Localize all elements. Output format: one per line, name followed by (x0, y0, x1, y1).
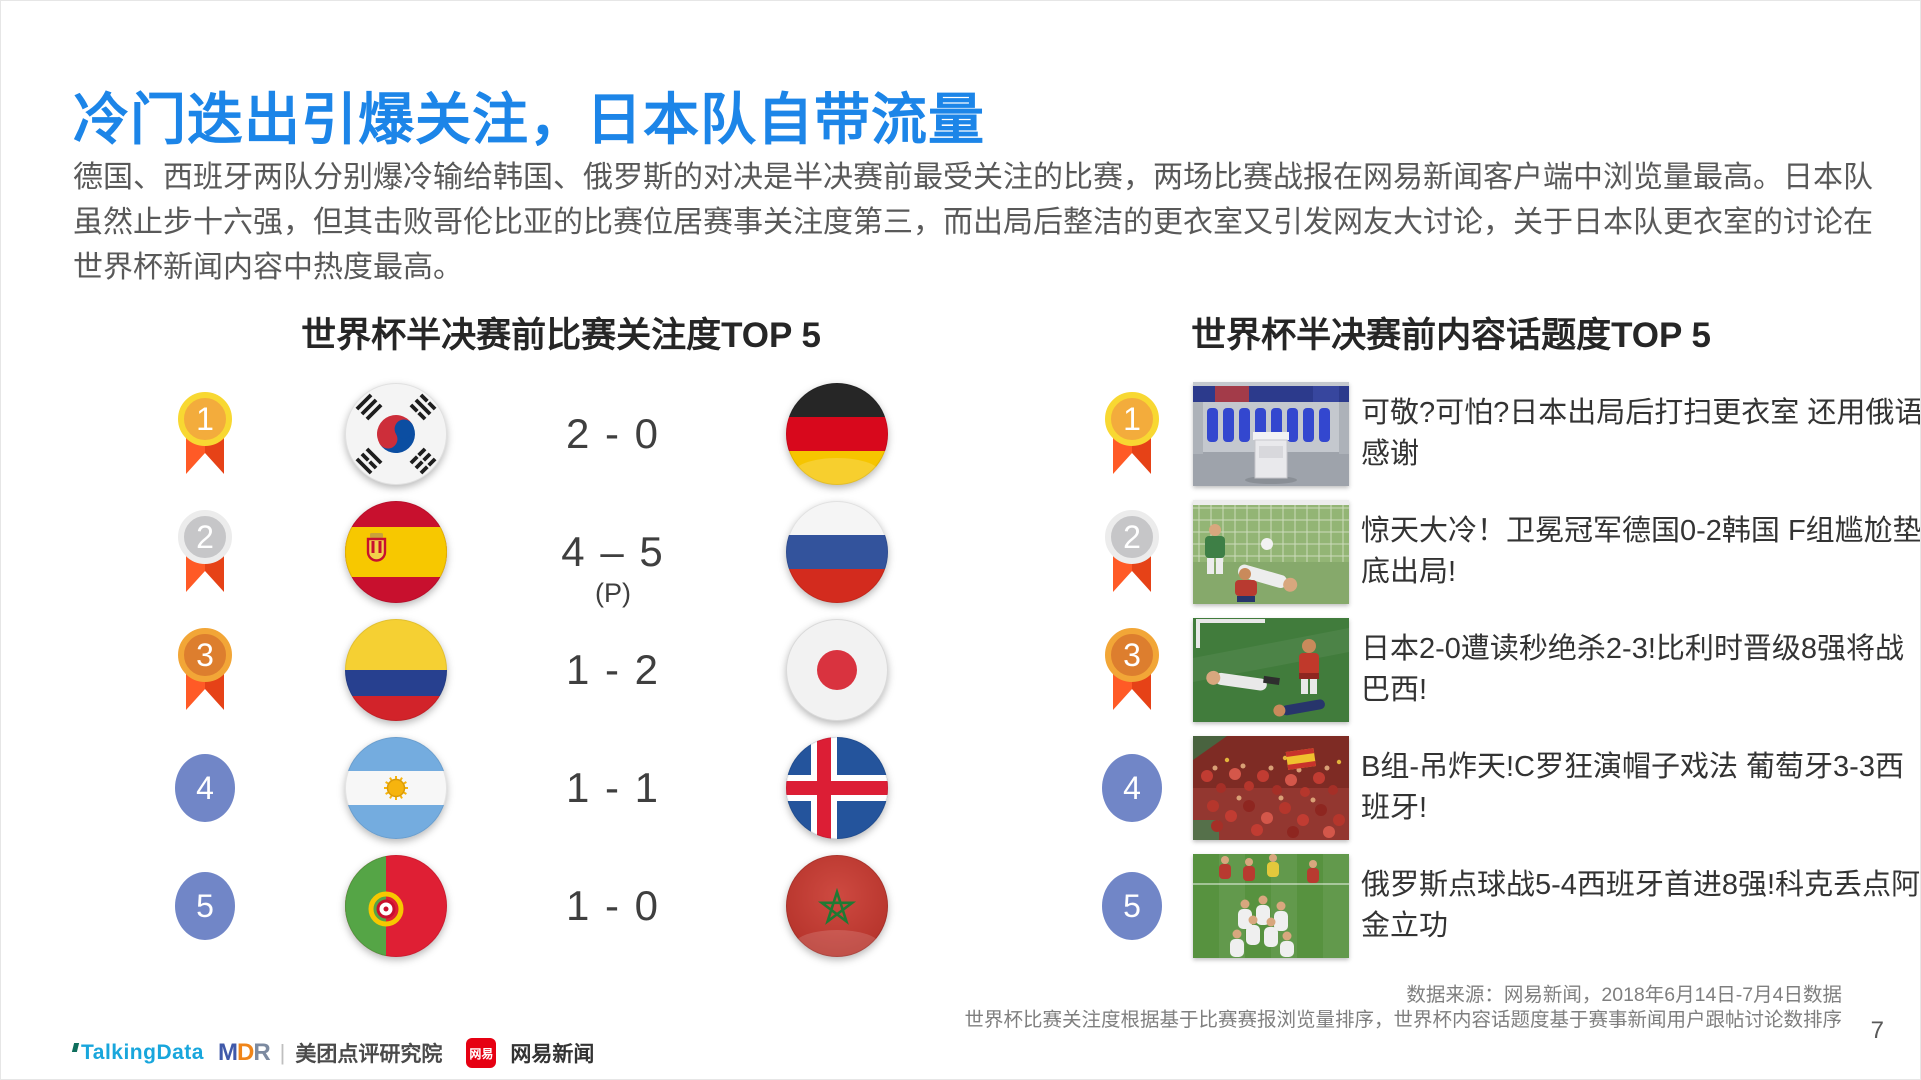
goal-upset-photo (1193, 500, 1349, 604)
news-headline: 惊天大冷！卫冕冠军德国0-2韩国 F组尴尬垫底出局! (1361, 515, 1921, 588)
score-text: 4 – 5 (561, 528, 665, 575)
celebration-photo (1193, 854, 1349, 958)
match-row-5: 5 1 - 0 (141, 847, 961, 965)
rank-number: 3 (178, 628, 232, 682)
topic-row-3: 3 日本2-0遭读秒绝杀2-3!比利时晋级8强将战巴西! (1061, 611, 1920, 729)
portugal-flag-icon (344, 854, 448, 958)
score-text: 2 - 0 (565, 410, 661, 457)
topic-row-4: 4 B组-吊炸天!C罗狂演帽子戏法 葡萄牙3-3西班牙! (1061, 729, 1920, 847)
rank-number: 5 (1102, 872, 1162, 940)
match-score: 1 - 2 (566, 646, 660, 694)
data-source-note: 数据来源：网易新闻，2018年6月14日-7月4日数据 世界杯比赛关注度根据基于… (964, 983, 1842, 1033)
rank-number: 4 (175, 754, 235, 822)
locker-room-photo (1193, 382, 1349, 486)
mdr-logo: M D R (217, 1039, 271, 1066)
rank-badge-silver: 2 (171, 508, 239, 596)
rank-badge-silver: 2 (1098, 508, 1166, 596)
red-crowd-photo (1193, 736, 1349, 840)
rank-number: 1 (178, 392, 232, 446)
rank-badge-blue: 4 (175, 754, 235, 822)
rank-badge-blue: 4 (1102, 754, 1162, 822)
morocco-flag-icon (785, 854, 889, 958)
rank-badge-blue: 5 (175, 872, 235, 940)
germany-flag-icon (785, 382, 889, 486)
source-line-1: 数据来源：网易新闻，2018年6月14日-7月4日数据 (1406, 984, 1842, 1006)
last-second-goal-photo (1193, 618, 1349, 722)
match-row-1: 1 2 - 0 (141, 375, 961, 493)
match-score: 1 - 1 (566, 764, 660, 812)
talkingdata-tick-icon (71, 1043, 80, 1052)
page-title: 冷门迭出引爆关注，日本队自带流量 (73, 88, 985, 151)
score-note: (P) (594, 578, 631, 608)
rank-number: 3 (1105, 628, 1159, 682)
score-text: 1 - 2 (565, 646, 661, 693)
iceland-flag-icon (785, 736, 889, 840)
rank-badge-bronze: 3 (1098, 626, 1166, 714)
rank-badge-gold: 1 (1098, 390, 1166, 478)
netease-news-logo: 网易新闻 (510, 1043, 595, 1066)
logo-separator: | (279, 1040, 286, 1065)
topic-row-1: 1 可敬?可怕?日本出局后打扫更衣室 还用俄语感谢 (1061, 375, 1921, 493)
score-text: 1 - 0 (565, 882, 661, 929)
intro-paragraph: 德国、西班牙两队分别爆冷输给韩国、俄罗斯的对决是半决赛前最受关注的比赛，两场比赛… (73, 161, 1873, 284)
match-row-4: 4 1 - 1 (141, 729, 961, 847)
match-score: 2 - 0 (566, 410, 660, 458)
rank-number: 5 (175, 872, 235, 940)
news-headline: B组-吊炸天!C罗狂演帽子戏法 葡萄牙3-3西班牙! (1361, 751, 1904, 824)
news-headline: 日本2-0遭读秒绝杀2-3!比利时晋级8强将战巴西! (1361, 633, 1905, 706)
topic-row-5: 5 俄罗斯点球战5-4西班牙首进8强!科克丢点阿金立功 (1061, 847, 1921, 965)
source-line-2: 世界杯比赛关注度根据基于比赛赛报浏览量排序，世界杯内容话题度基于赛事新闻用户跟帖… (964, 1009, 1842, 1031)
rank-number: 4 (1102, 754, 1162, 822)
score-text: 1 - 1 (565, 764, 661, 811)
netease-logo-icon: 网易 (466, 1038, 497, 1068)
rank-badge-blue: 5 (1102, 872, 1162, 940)
meituan-dianping-institute-logo: 美团点评研究院 (295, 1043, 443, 1066)
right-section-heading: 世界杯半决赛前内容话题度TOP 5 (1191, 316, 1711, 355)
talkingdata-logo: TalkingData (71, 1041, 204, 1065)
south-korea-flag-icon (344, 382, 448, 486)
news-headline: 俄罗斯点球战5-4西班牙首进8强!科克丢点阿金立功 (1361, 869, 1921, 942)
match-score: 1 - 0 (566, 882, 660, 930)
rank-badge-bronze: 3 (171, 626, 239, 714)
argentina-flag-icon (344, 736, 448, 840)
rank-number: 2 (1105, 510, 1159, 564)
rank-number: 2 (178, 510, 232, 564)
rank-badge-gold: 1 (171, 390, 239, 478)
page-number: 7 (1870, 1017, 1884, 1044)
left-section-heading: 世界杯半决赛前比赛关注度TOP 5 (301, 316, 821, 355)
match-row-3: 3 1 - 2 (141, 611, 961, 729)
news-headline: 可敬?可怕?日本出局后打扫更衣室 还用俄语感谢 (1361, 397, 1921, 470)
footer-logos: TalkingData M D R | 美团点评研究院 网易 网易新闻 (71, 1037, 595, 1069)
rank-number: 1 (1105, 392, 1159, 446)
colombia-flag-icon (344, 618, 448, 722)
russia-flag-icon (785, 500, 889, 604)
spain-flag-icon (344, 500, 448, 604)
match-row-2: 2 4 – 5 (P) (141, 493, 961, 611)
topic-row-2: 2 惊天大冷！卫冕冠军德国0-2韩国 F组尴尬垫底出局! (1061, 493, 1921, 611)
japan-flag-icon (785, 618, 889, 722)
match-score: 4 – 5 (P) (561, 528, 665, 608)
